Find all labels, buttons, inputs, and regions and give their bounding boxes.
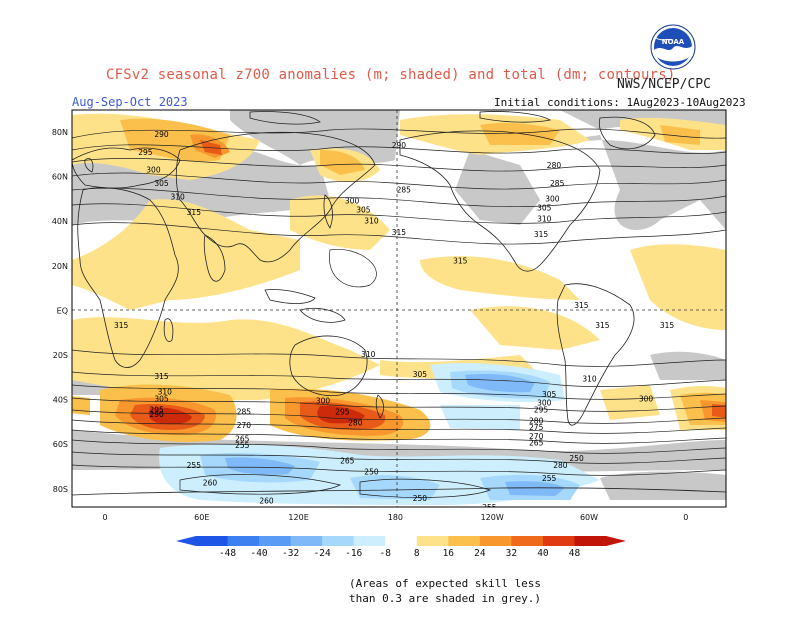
latitude-labels: 80N 60N 40N 20N EQ 20S 40S 60S 80S	[52, 128, 68, 494]
contour-label: 285	[237, 408, 252, 417]
contour-label: 255	[187, 461, 202, 470]
contour-label: 300	[316, 397, 331, 406]
contour-label: 305	[542, 390, 557, 399]
contour-label: 300	[146, 166, 161, 175]
contour-label: 290	[154, 130, 169, 139]
contour-label: 315	[574, 301, 589, 310]
contour-lines	[72, 128, 726, 498]
contour-label: 270	[529, 432, 544, 441]
contour-label: 310	[582, 374, 597, 383]
contour-label: 315	[534, 230, 549, 239]
contour-label: 280	[547, 161, 562, 170]
contour-label: 310	[171, 192, 186, 201]
lat-label: EQ	[57, 306, 68, 315]
org-label: NWS/NCEP/CPC	[617, 77, 711, 92]
lon-label: 120W	[481, 513, 504, 522]
coastlines	[72, 111, 726, 496]
contour-label: 300	[545, 195, 560, 204]
contour-label: 295	[534, 405, 549, 414]
svg-text:NOAA: NOAA	[662, 38, 685, 46]
contour-label: 290	[392, 141, 407, 150]
contour-label: 275	[529, 423, 544, 432]
contour-label: 315	[154, 372, 169, 381]
contour-label: 315	[114, 321, 129, 330]
contour-label: 295	[150, 405, 165, 414]
contour-label: 255	[542, 474, 557, 483]
contour-label: 265	[529, 439, 544, 448]
contour-label: 285	[397, 186, 412, 195]
contour-label: 260	[259, 496, 274, 505]
contour-label: 295	[335, 408, 350, 417]
map-gridlines	[72, 110, 726, 507]
contour-label: 300	[345, 197, 360, 206]
lon-label: 60E	[194, 513, 209, 522]
lat-label: 80S	[53, 485, 68, 494]
contour-label: 300	[639, 394, 654, 403]
contour-label: 295	[138, 148, 153, 157]
longitude-labels: 0 60E 120E 180 120W 60W 0	[102, 513, 688, 522]
contour-label: 310	[364, 217, 379, 226]
contour-label: 265	[340, 456, 355, 465]
page-title: CFSv2 seasonal z700 anomalies (m; shaded…	[106, 67, 676, 83]
contour-label: 315	[392, 228, 407, 237]
contour-label: 260	[203, 479, 218, 488]
lon-label: 60W	[580, 513, 598, 522]
contour-label: 280	[529, 417, 544, 426]
contour-label: 305	[154, 179, 169, 188]
contour-label: 280	[553, 461, 568, 470]
lon-label: 0	[683, 513, 688, 522]
season-label: Aug-Sep-Oct 2023	[72, 95, 188, 109]
contour-label: 310	[361, 350, 376, 359]
contour-label: 305	[413, 370, 428, 379]
contour-label: 255	[482, 503, 497, 512]
skill-note-line1: (Areas of expected skill less	[349, 577, 542, 590]
lat-label: 40N	[52, 217, 68, 226]
contour-label: 300	[537, 399, 552, 408]
contour-label: 285	[550, 179, 565, 188]
skill-note-line2: than 0.3 are shaded in grey.)	[349, 592, 542, 605]
contour-label: 265	[235, 434, 250, 443]
contour-label: 270	[237, 421, 252, 430]
contour-labels: 2902953003053103152902853003053103152802…	[114, 130, 675, 512]
lat-label: 20N	[52, 262, 68, 271]
lat-label: 60S	[53, 440, 68, 449]
contour-label: 315	[660, 321, 675, 330]
contour-label: 250	[364, 468, 379, 477]
contour-label: 315	[595, 321, 610, 330]
contour-label: 250	[413, 494, 428, 503]
noaa-logo-icon: NOAA	[650, 24, 696, 70]
lat-label: 20S	[53, 351, 68, 360]
contour-label: 305	[537, 203, 552, 212]
contour-label: 310	[158, 388, 173, 397]
lon-label: 0	[102, 513, 107, 522]
map-frame	[71, 109, 727, 508]
lon-label: 120E	[288, 513, 308, 522]
initial-conditions: Initial conditions: 1Aug2023-10Aug2023	[494, 96, 746, 109]
contour-label: 280	[348, 419, 363, 428]
contour-label: 250	[569, 454, 584, 463]
contour-label: 310	[537, 214, 552, 223]
negative-anomaly-strong	[225, 373, 565, 496]
lon-label: 180	[388, 513, 403, 522]
lat-label: 60N	[52, 173, 68, 182]
contour-label: 315	[187, 208, 202, 217]
contour-label: 305	[154, 394, 169, 403]
contour-label: 305	[356, 206, 371, 215]
contour-label: 255	[235, 441, 250, 450]
contour-label: 290	[150, 410, 165, 419]
lat-label: 40S	[53, 396, 68, 405]
contour-label: 315	[453, 257, 468, 266]
lat-label: 80N	[52, 128, 68, 137]
